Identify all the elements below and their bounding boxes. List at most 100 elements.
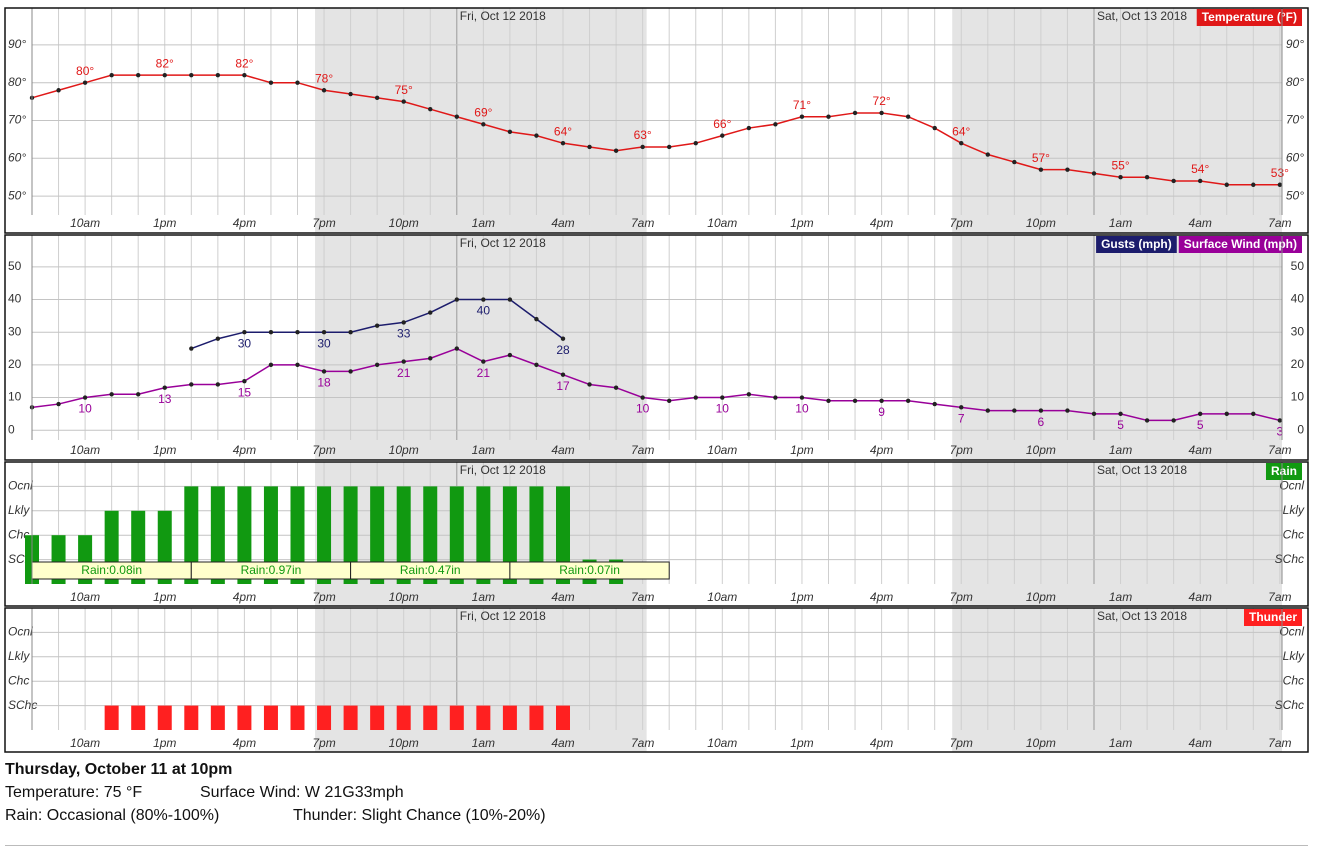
data-point [242,72,247,78]
y-tick-label-right: 20 [1291,357,1305,371]
y-tick-label-right: SChc [1275,698,1304,712]
data-point [1251,411,1256,417]
legend-label: Temperature (°F) [1202,10,1297,24]
x-tick-label: 10am [70,216,100,230]
y-tick-label: 20 [8,357,22,371]
data-point [162,385,167,390]
data-label: 7 [958,412,965,426]
data-label: 5 [1197,418,1204,432]
x-tick-label: 7pm [312,216,335,230]
data-label: 69° [474,105,492,119]
rain-total-label: Rain:0.07in [559,563,620,577]
data-point [932,401,937,407]
x-tick-label: 1pm [790,216,813,230]
data-point [321,369,327,374]
bar [184,486,199,584]
data-point [720,395,725,400]
data-point [773,395,778,400]
x-tick-label: 10pm [1026,736,1056,750]
data-point [348,369,353,374]
data-point [534,133,539,138]
data-point [215,72,221,78]
y-tick-label: 40 [8,292,22,306]
x-tick-label: 1pm [153,216,176,230]
legend-box [1178,236,1302,253]
data-label: 33 [397,327,411,341]
date-label: Fri, Oct 12 2018 [460,609,546,623]
data-label: 64° [952,124,970,138]
data-point [852,398,858,403]
x-tick-label: 10pm [389,443,419,457]
data-label: 82° [235,56,253,70]
data-point [985,152,990,157]
data-point [401,99,406,104]
y-tick-label-right: 40 [1291,292,1305,306]
data-label: 78° [315,71,333,85]
data-label: 10 [636,402,650,416]
data-point [693,140,698,146]
bar [210,705,225,730]
data-point [640,395,645,400]
x-tick-label: 4pm [233,590,256,604]
x-tick-label: 10am [707,443,737,457]
night-shade [952,462,1282,606]
data-point [613,148,619,153]
data-point [295,330,300,335]
data-point [826,398,831,403]
x-tick-label: 4pm [870,736,893,750]
data-point [799,114,805,119]
series-line [31,74,1280,186]
bar [131,705,146,730]
night-shade [315,608,647,752]
data-point [268,362,274,368]
x-tick-label: 7am [631,216,654,230]
data-point [1118,411,1123,417]
data-point [1224,182,1229,187]
bar [476,705,491,730]
y-tick-label: Lkly [8,503,30,517]
legend-label: Thunder [1249,610,1297,624]
y-tick-label-right: Lkly [1283,503,1305,517]
separator [5,845,1308,846]
data-point [587,144,592,150]
data-label: 15 [238,385,252,399]
data-point [162,72,167,78]
data-label: 54° [1191,162,1209,176]
bar [317,486,332,584]
data-label: 64° [554,124,572,138]
y-tick-label-right: Chc [1283,527,1304,541]
y-tick-label: 80° [8,75,26,89]
x-tick-label: 1pm [153,590,176,604]
y-tick-label-right: 80° [1286,75,1304,89]
data-point [507,352,513,358]
bar [556,486,570,584]
data-point [109,392,114,397]
bar [502,705,517,730]
x-tick-label: 4pm [233,216,256,230]
x-tick-label: 10am [707,216,737,230]
legend-box [1244,609,1302,626]
y-tick-label-right: Lkly [1283,649,1305,663]
x-tick-label: 4am [1189,590,1212,604]
x-tick-label: 1pm [153,736,176,750]
y-tick-label-right: 0 [1297,422,1304,436]
x-tick-label: 7pm [312,443,335,457]
data-point [507,297,513,302]
y-tick-label: 50 [8,259,22,273]
details-item: Rain: Occasional (80%-100%) [5,807,220,824]
y-tick-label-right: 30 [1291,324,1305,338]
rain-total-label: Rain:0.08in [81,563,142,577]
bar [449,705,464,730]
data-point [507,129,513,135]
bar [157,705,172,730]
legend-label: Rain [1271,464,1297,478]
x-tick-label: 10am [70,443,100,457]
data-point [1038,167,1044,172]
x-tick-label: 4am [1189,216,1212,230]
bar [237,705,252,730]
bar [449,486,464,584]
data-point [189,72,194,78]
data-point [587,382,592,387]
x-tick-label: 7am [1268,590,1291,604]
bar [343,486,358,584]
